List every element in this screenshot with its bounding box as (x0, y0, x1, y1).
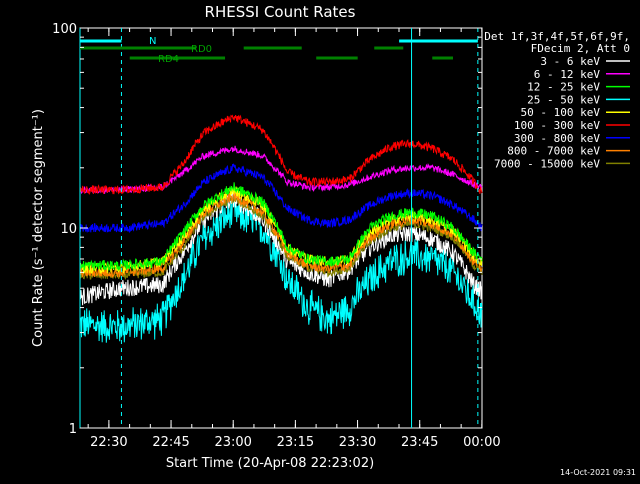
legend-label: 100 - 300 keV (514, 119, 600, 132)
y-axis-label: Count Rate (s⁻¹ detector segment⁻¹) (31, 109, 46, 347)
x-tick-label: 23:30 (339, 435, 376, 450)
series-line (79, 190, 483, 278)
x-tick-label: 22:30 (90, 435, 127, 450)
series-line (79, 182, 483, 272)
legend-header: FDecim 2, Att 0 (531, 42, 630, 55)
legend-header: Det 1f,3f,4f,5f,6f,9f, (484, 30, 630, 43)
chart-title: RHESSI Count Rates (205, 3, 356, 21)
series-line (79, 163, 483, 233)
legend-label: 800 - 7000 keV (507, 145, 600, 158)
series-group (79, 114, 483, 343)
rd0-label: RD0 (191, 44, 212, 55)
x-axis-label: Start Time (20-Apr-08 22:23:02) (166, 456, 374, 471)
x-tick-label: 23:15 (277, 435, 314, 450)
plot-frame (79, 27, 483, 429)
axes-group: 22:30 22:45 23:00 23:15 23:30 23:45 00:00 1 10 10… (52, 22, 500, 450)
series-line (79, 195, 483, 281)
x-tick-label: 22:45 (152, 435, 189, 450)
y-tick-label: 10 (60, 222, 77, 237)
legend-label: 7000 - 15000 keV (494, 157, 600, 170)
legend-label: 3 - 6 keV (540, 55, 600, 68)
legend-label: 25 - 50 keV (527, 93, 600, 106)
x-tick-label: 23:45 (401, 435, 438, 450)
legend-group: Det 1f,3f,4f,5f,6f,9f,FDecim 2, Att 03 -… (484, 30, 630, 170)
series-line (79, 192, 483, 343)
rd4-label: RD4 (158, 54, 179, 65)
n-label: N (149, 36, 156, 47)
x-tick-label: 23:00 (214, 435, 251, 450)
legend-label: 6 - 12 keV (534, 68, 601, 81)
legend-label: 50 - 100 keV (521, 106, 601, 119)
y-tick-label: 1 (69, 422, 77, 437)
y-tick-label: 100 (52, 22, 77, 37)
date-stamp: 14-Oct-2021 09:31 (560, 468, 636, 477)
series-line (79, 114, 483, 195)
legend-label: 300 - 800 keV (514, 132, 600, 145)
x-tick-label: 00:00 (463, 435, 500, 450)
legend-label: 12 - 25 keV (527, 81, 600, 94)
series-line (79, 145, 483, 195)
